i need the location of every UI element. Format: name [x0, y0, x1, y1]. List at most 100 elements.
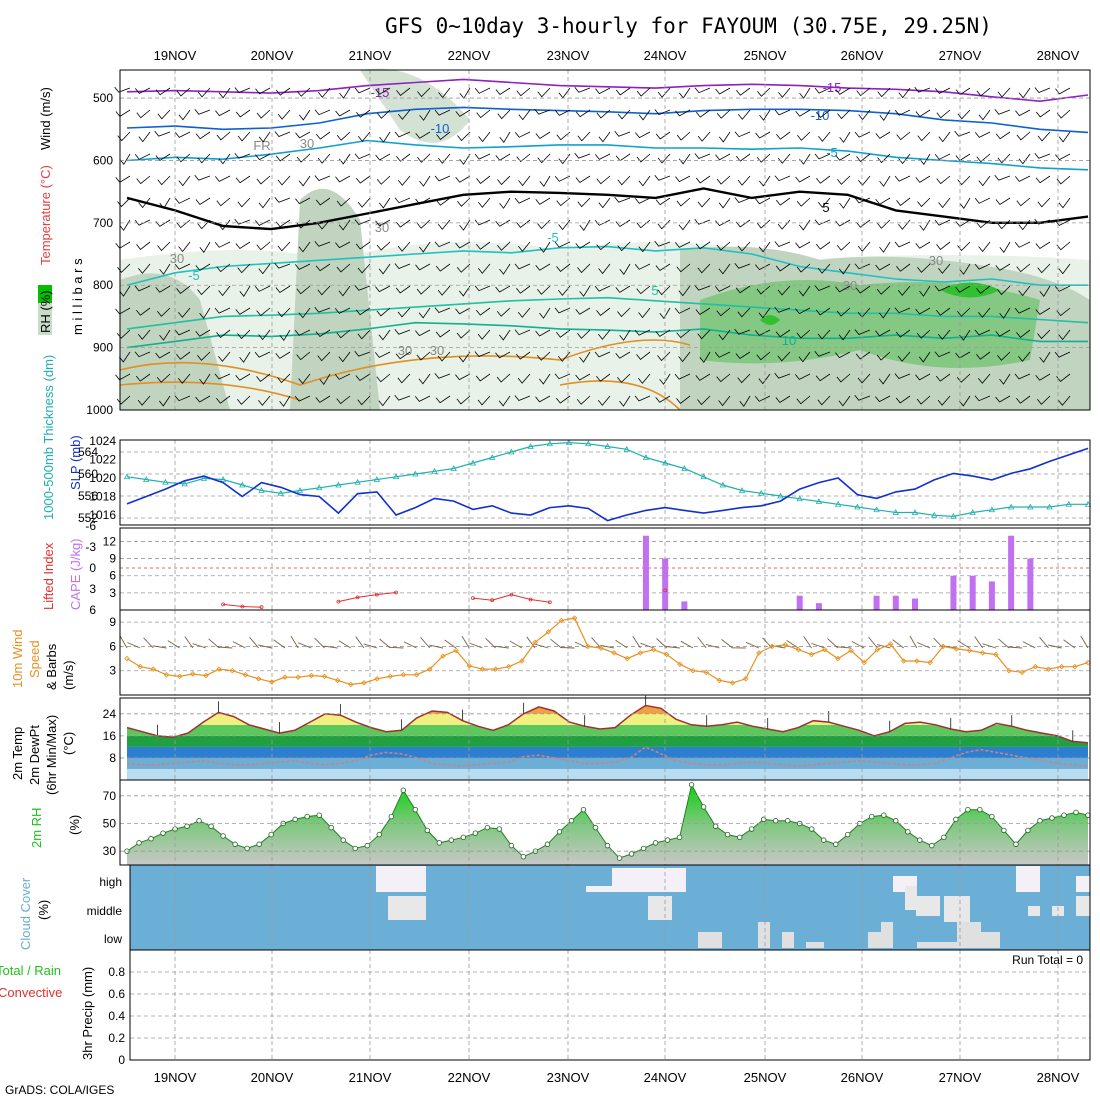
wind-barb: [577, 263, 591, 274]
thickness-point: [200, 475, 208, 481]
wind10m-barb: [656, 638, 668, 649]
wind-barb: [955, 153, 971, 162]
wind-barb: [354, 350, 371, 357]
wind-speed-point: [387, 673, 394, 680]
wind-barb: [736, 87, 751, 96]
wind-barb: [995, 329, 1011, 337]
upper-air-ylabel-wind: Wind (m/s): [38, 87, 53, 150]
wind-barb: [355, 307, 371, 316]
run-total: Run Total = 0: [1012, 953, 1083, 967]
rh2m-point: [809, 826, 815, 832]
precip-tick-label: 0.8: [108, 965, 125, 979]
thickness-point: [219, 476, 227, 482]
wind-barb: [917, 197, 931, 208]
wind-barb: [397, 175, 411, 186]
wind-barb: [377, 109, 391, 119]
wind-barb: [237, 197, 251, 208]
wind-barb: [256, 241, 271, 251]
wind-barb: [817, 263, 831, 274]
date-label-bottom: 27NOV: [939, 1070, 982, 1085]
rh2m-area: [127, 784, 1088, 865]
wind-barb: [477, 329, 491, 340]
wind-barb: [775, 263, 791, 272]
wind-barb: [715, 153, 731, 161]
wind-barb: [199, 307, 211, 319]
wind-speed-point: [782, 642, 788, 648]
wind-barb: [178, 109, 191, 121]
wind-barb: [938, 131, 951, 143]
wind-barb: [755, 263, 771, 271]
rh2m-unit: (%): [67, 815, 82, 835]
wind-barb: [934, 285, 951, 292]
rh2m-point: [592, 824, 599, 831]
wind-barb: [919, 285, 931, 297]
wind-speed-point: [453, 647, 459, 654]
rh2m-tick-label: 70: [103, 789, 117, 803]
wind10m-barb: [892, 639, 904, 649]
grads-credit: GrADS: COLA/IGES: [5, 1083, 114, 1097]
precip-tick-label: 0.2: [108, 1031, 125, 1045]
pressure-tick-label: 700: [93, 216, 113, 230]
wind10m-barb: [314, 637, 325, 649]
rh2m-point: [256, 841, 262, 847]
temperature-line: [126, 704, 1089, 744]
wind-barb: [976, 285, 991, 294]
wind-barb: [937, 329, 951, 340]
wind-barb: [878, 307, 891, 319]
wind-barb: [376, 241, 391, 251]
lifted-index-point: [490, 598, 495, 603]
wind-barb: [1039, 351, 1051, 363]
wind-barb: [615, 285, 631, 293]
wind-barb: [814, 351, 831, 357]
temp2m-ylabel-4: (°C): [61, 732, 76, 755]
wind-barb: [737, 307, 751, 318]
wind10m-barb: [218, 646, 233, 649]
slp-tick-label: 1024: [89, 434, 116, 448]
wind10m-barb: [705, 643, 720, 649]
wind-barb: [537, 285, 551, 295]
contour-label: 5: [822, 200, 829, 215]
wind-barb: [799, 87, 811, 99]
wind-barb: [155, 351, 171, 359]
wind-barb: [497, 175, 511, 186]
wind-barb: [737, 241, 751, 252]
wind10m-barb: [469, 642, 483, 649]
cape-tick-label: 6: [109, 569, 116, 583]
wind-barb: [315, 263, 331, 272]
wind-speed-point: [821, 646, 828, 653]
wind-barb: [936, 175, 951, 185]
wind-barb: [496, 307, 511, 317]
rh2m-point: [400, 787, 406, 793]
wind-barb: [476, 175, 491, 184]
thickness-point: [546, 440, 554, 447]
wind10m-barb: [534, 643, 549, 649]
wind-barb: [434, 109, 451, 116]
wind-barb: [655, 197, 671, 206]
rh2m-point: [184, 823, 190, 829]
wind-barb: [336, 197, 351, 207]
wind-speed-point: [1006, 667, 1012, 674]
wind-barb: [234, 153, 251, 159]
rh2m-point: [448, 837, 455, 843]
wind-barb: [159, 263, 171, 275]
wind-barb: [816, 175, 831, 184]
wind-barb: [417, 153, 431, 163]
contour-label: -15: [823, 80, 842, 95]
wind-barb: [474, 285, 491, 292]
wind-barb: [455, 109, 471, 117]
wind-barb: [514, 131, 531, 138]
wind-barb: [336, 263, 351, 273]
wind-barb: [138, 197, 151, 209]
rh2m-point: [160, 830, 166, 836]
wind10m-barb: [119, 635, 128, 649]
wind-barb: [315, 329, 331, 338]
thickness-point: [642, 454, 650, 460]
wind-barb: [957, 109, 971, 120]
wind-barb: [817, 395, 831, 406]
thickness-point: [758, 489, 765, 496]
wind-barb: [458, 285, 471, 297]
wind-barb: [697, 197, 711, 208]
wind-speed-point: [690, 667, 696, 674]
wind10m-barb: [184, 636, 194, 649]
wind-barb: [695, 373, 711, 381]
